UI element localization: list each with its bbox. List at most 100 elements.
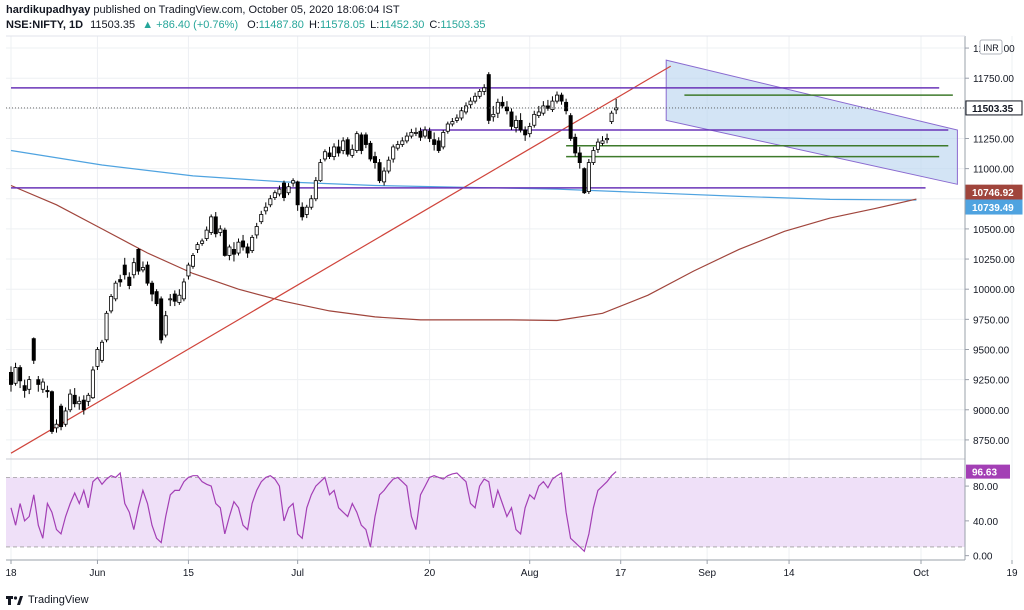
candle-body <box>63 410 68 425</box>
symbol-name: NSE:NIFTY, 1D <box>6 19 84 31</box>
candle <box>59 403 64 431</box>
candle-body <box>418 130 423 138</box>
candle <box>354 131 359 153</box>
candle-body <box>8 371 13 385</box>
candle-body <box>72 394 77 405</box>
tradingview-logo-icon <box>6 596 23 605</box>
price-label-box <box>965 184 1023 200</box>
candle <box>350 144 355 158</box>
price-label: 10739.49 <box>972 203 1014 214</box>
candle <box>90 366 95 399</box>
candle-body <box>404 135 409 142</box>
candle-body <box>231 249 236 255</box>
candle <box>81 395 86 415</box>
candle-body <box>227 246 232 256</box>
candle-body <box>391 146 396 160</box>
main-pane[interactable] <box>6 36 1013 560</box>
candle-body <box>104 312 109 341</box>
y-tick-label: 9000.00 <box>973 406 1010 417</box>
candle <box>382 167 387 186</box>
x-tick-label: Jul <box>291 568 304 579</box>
candle-body <box>209 216 214 233</box>
candle-body <box>368 142 373 160</box>
candle <box>568 113 573 141</box>
candle-body <box>77 400 82 405</box>
candle-body <box>213 216 218 235</box>
candle-body <box>363 134 368 145</box>
candle <box>222 227 227 257</box>
candle <box>241 234 246 251</box>
author-name[interactable]: hardikupadhyay <box>6 4 91 16</box>
candle-body <box>272 192 277 198</box>
y-tick-label: 9250.00 <box>973 376 1010 387</box>
candle-body <box>609 112 614 123</box>
candle-body <box>159 298 164 341</box>
candle-body <box>527 126 532 135</box>
price-label: 11503.35 <box>972 104 1014 115</box>
candle <box>140 261 145 273</box>
y-tick-label: 9750.00 <box>973 315 1010 326</box>
x-tick-label: Sep <box>698 568 716 579</box>
candle <box>236 238 241 256</box>
candle <box>218 225 223 237</box>
rsi-tick-label: 80.00 <box>973 482 998 493</box>
publish-info: hardikupadhyay published on TradingView.… <box>6 4 400 16</box>
candle-body <box>295 181 300 206</box>
candle-body <box>550 100 555 110</box>
candle <box>13 362 18 386</box>
candle <box>127 272 132 290</box>
candle <box>181 278 186 302</box>
open-label: O: <box>247 19 259 31</box>
candle <box>555 91 560 104</box>
candle-body <box>400 140 405 145</box>
candle <box>423 126 428 139</box>
brand-name[interactable]: TradingView <box>28 594 89 606</box>
candle-body <box>259 214 264 223</box>
candle-body <box>454 117 459 121</box>
candle <box>523 126 528 141</box>
candle-body <box>427 130 432 139</box>
candle <box>118 274 123 287</box>
candle <box>336 139 341 157</box>
candle-body <box>359 134 364 151</box>
rsi-pane[interactable] <box>6 458 965 553</box>
candle-body <box>586 162 591 192</box>
candle <box>159 296 164 344</box>
candle-body <box>441 132 446 148</box>
candle <box>372 151 377 169</box>
currency-label: INR <box>983 43 999 53</box>
candle <box>459 107 464 121</box>
candle-body <box>500 101 505 107</box>
candle-body <box>186 264 191 277</box>
candle <box>550 96 555 112</box>
candle <box>614 98 619 115</box>
candle-body <box>354 133 359 151</box>
candle <box>163 310 168 338</box>
candle <box>527 122 532 138</box>
candle-body <box>332 146 337 157</box>
candle-body <box>286 186 291 194</box>
candle <box>259 210 264 225</box>
candle <box>477 89 482 99</box>
candle-body <box>140 267 145 271</box>
candle <box>368 140 373 162</box>
candle <box>286 183 291 196</box>
candle <box>45 385 50 398</box>
candle-body <box>154 291 159 305</box>
candle-body <box>13 367 18 384</box>
candle <box>595 138 600 153</box>
candle <box>18 365 23 389</box>
candle-body <box>518 120 523 131</box>
candle <box>150 280 155 302</box>
candle-body <box>54 423 59 429</box>
candle <box>190 253 195 269</box>
x-tick-label: 17 <box>615 568 627 579</box>
candle-body <box>536 111 541 116</box>
candle-body <box>113 282 118 300</box>
rsi-tick-label: 0.00 <box>973 552 993 563</box>
rsi-last-label: 96.63 <box>972 468 997 479</box>
moving-average-long <box>10 184 917 322</box>
x-tick-label: Jun <box>89 568 105 579</box>
high-label: H: <box>308 19 320 31</box>
